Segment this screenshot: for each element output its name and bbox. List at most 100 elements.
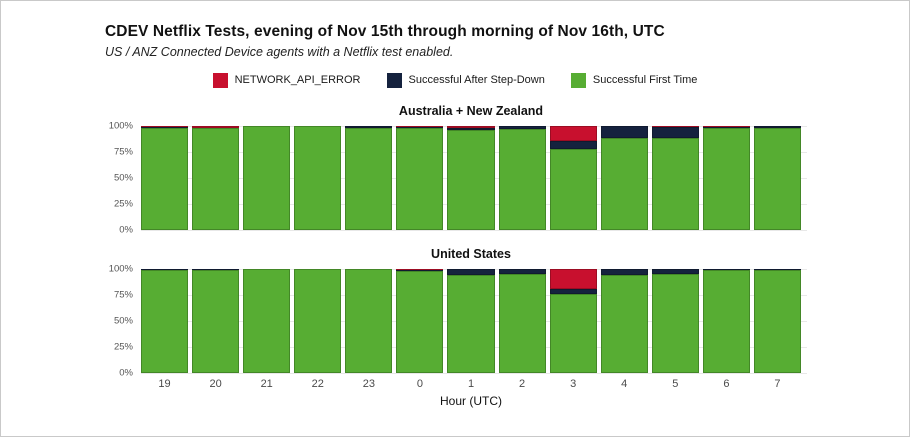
bar-hour-2 — [498, 126, 546, 230]
x-axis-tick-label: 5 — [672, 378, 679, 390]
segment-successful-after-step-down — [192, 269, 240, 271]
chart-anz-plot-area — [141, 126, 807, 231]
segment-network-api-error — [396, 126, 444, 128]
x-axis-tick-label: 19 — [158, 378, 171, 390]
bar-hour-7 — [753, 269, 802, 373]
segment-successful-first-time — [345, 127, 393, 230]
bar-hour-4 — [600, 126, 648, 230]
y-axis-tick-label: 100% — [108, 263, 133, 275]
segment-successful-after-step-down — [498, 269, 546, 275]
x-axis-tick-label: 7 — [774, 378, 781, 390]
segment-network-api-error — [651, 126, 699, 128]
gridline — [141, 230, 807, 231]
segment-successful-after-step-down — [141, 269, 189, 270]
x-axis-tick-label: 23 — [362, 378, 375, 390]
legend-label: Successful After Step-Down — [408, 74, 545, 86]
chart-us-plot-area — [141, 269, 807, 374]
segment-network-api-error — [141, 126, 189, 128]
segment-successful-first-time — [396, 128, 444, 230]
segment-successful-first-time — [600, 138, 648, 230]
x-axis-tick-label: 0 — [416, 378, 423, 390]
x-axis-tick-label: 2 — [519, 378, 526, 390]
bar-hour-6 — [702, 269, 750, 373]
y-axis-tick-label: 50% — [113, 315, 133, 327]
segment-successful-after-step-down — [753, 126, 802, 129]
chart-us: United States 100% 75% 50% 25% 0% — [1, 247, 807, 379]
segment-successful-first-time — [702, 127, 750, 230]
segment-successful-after-step-down — [651, 127, 699, 139]
report-header: CDEV Netflix Tests, evening of Nov 15th … — [105, 23, 909, 59]
y-axis-tick-label: 75% — [113, 146, 133, 158]
gridline — [141, 373, 807, 374]
segment-successful-after-step-down — [498, 126, 546, 130]
bar-hour-3 — [549, 126, 597, 230]
segment-successful-first-time — [753, 270, 802, 373]
segment-successful-after-step-down — [549, 288, 597, 294]
legend-item: Successful After Step-Down — [386, 72, 545, 88]
bar-hour-22 — [294, 269, 342, 373]
bar-hour-20 — [192, 269, 240, 373]
bar-hour-19 — [141, 269, 189, 373]
segment-successful-first-time — [753, 128, 802, 230]
chart-legend: NETWORK_API_ERROR Successful After Step-D… — [1, 72, 909, 88]
segment-successful-first-time — [600, 275, 648, 373]
x-axis-title-row: Hour (UTC) — [1, 394, 801, 408]
x-axis-tick-label: 1 — [467, 378, 475, 390]
y-axis-tick-label: 0% — [119, 367, 133, 379]
segment-successful-first-time — [192, 270, 240, 373]
segment-successful-first-time — [243, 126, 291, 230]
segment-successful-after-step-down — [396, 270, 444, 272]
bar-hour-23 — [345, 126, 393, 230]
bars-row — [141, 126, 802, 230]
segment-successful-after-step-down — [396, 127, 444, 129]
segment-successful-first-time — [396, 271, 444, 373]
legend-swatch — [570, 72, 586, 88]
segment-successful-after-step-down — [702, 126, 750, 128]
segment-successful-first-time — [294, 269, 342, 373]
bar-hour-3 — [549, 269, 597, 373]
bar-hour-1 — [447, 126, 495, 230]
segment-successful-after-step-down — [651, 269, 699, 274]
bar-hour-23 — [345, 269, 393, 373]
segment-successful-after-step-down — [549, 140, 597, 149]
chart-anz: Australia + New Zealand 100% 75% 50% 25% 0% — [1, 104, 807, 236]
segment-successful-first-time — [549, 293, 597, 373]
segment-successful-first-time — [294, 126, 342, 230]
x-axis-tick-label: 20 — [209, 378, 222, 390]
segment-network-api-error — [549, 126, 597, 141]
bar-hour-0 — [396, 269, 444, 373]
chart-anz-y-axis: 100% 75% 50% 25% 0% — [1, 121, 141, 236]
bar-hour-5 — [651, 269, 699, 373]
x-axis-tick-label: 22 — [311, 378, 324, 390]
segment-network-api-error — [549, 269, 597, 289]
segment-successful-after-step-down — [600, 269, 648, 276]
page-subtitle: US / ANZ Connected Device agents with a … — [105, 45, 454, 59]
segment-successful-first-time — [498, 129, 546, 230]
segment-successful-first-time — [243, 269, 291, 373]
segment-network-api-error — [396, 269, 444, 271]
y-axis-tick-label: 0% — [119, 224, 133, 236]
x-axis-tick-label: 21 — [260, 378, 273, 390]
segment-successful-first-time — [651, 273, 699, 373]
y-axis-tick-label: 100% — [108, 120, 133, 132]
segment-successful-after-step-down — [447, 128, 495, 130]
segment-successful-first-time — [447, 275, 495, 373]
legend-swatch — [386, 72, 402, 88]
segment-successful-first-time — [141, 269, 189, 373]
bars-row — [141, 269, 802, 373]
bar-hour-2 — [498, 269, 546, 373]
x-axis-tick-label: 6 — [723, 378, 730, 390]
bar-hour-4 — [600, 269, 648, 373]
chart-anz-title: Australia + New Zealand — [398, 104, 544, 118]
segment-successful-first-time — [192, 128, 240, 230]
segment-successful-first-time — [549, 148, 597, 230]
legend-item: Successful First Time — [570, 72, 697, 88]
bar-hour-0 — [396, 126, 444, 230]
y-axis-tick-label: 75% — [113, 289, 133, 301]
bar-hour-7 — [753, 126, 802, 230]
segment-network-api-error — [447, 126, 495, 129]
legend-item: NETWORK_API_ERROR — [212, 72, 361, 88]
segment-successful-first-time — [702, 270, 750, 373]
y-axis-tick-label: 25% — [113, 198, 133, 210]
